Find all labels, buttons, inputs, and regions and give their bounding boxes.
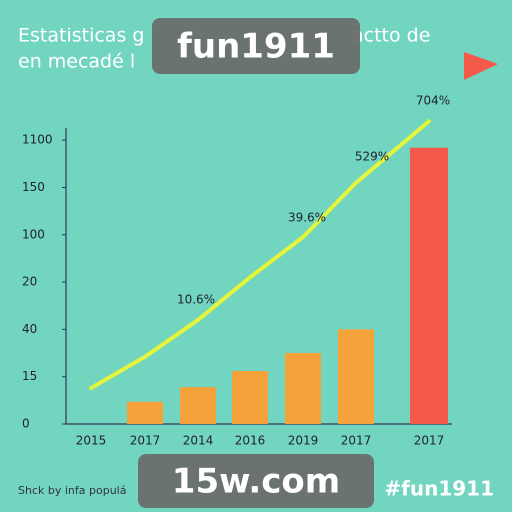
watermark: fun1911 — [177, 27, 335, 67]
y-tick-label: 1100 — [22, 133, 53, 147]
footnote: Shck by infa populá — [18, 484, 126, 497]
annotation: 704% — [416, 94, 450, 108]
chart-title: en mecadé l — [18, 51, 135, 73]
bar — [338, 329, 374, 424]
y-tick-label: 40 — [22, 322, 37, 336]
x-tick-label: 2019 — [288, 434, 319, 448]
chart-title: Estatisticas g — [18, 25, 144, 47]
y-tick-label: 100 — [22, 227, 45, 241]
x-tick-label: 2017 — [341, 434, 372, 448]
watermark: 15w.com — [172, 462, 340, 502]
bar — [180, 387, 216, 424]
bar — [410, 147, 448, 424]
chart-title: actto de — [352, 25, 430, 47]
watermark-box — [152, 18, 360, 74]
x-tick-label: 2014 — [183, 434, 214, 448]
watermark: #fun1911 — [384, 477, 494, 501]
y-tick-label: 15 — [22, 369, 37, 383]
watermark-box — [138, 454, 374, 508]
y-tick-label: 20 — [22, 275, 37, 289]
annotation: 39.6% — [288, 211, 326, 225]
y-tick-label: 150 — [22, 180, 45, 194]
line — [89, 119, 431, 391]
x-tick-label: 2017 — [130, 434, 161, 448]
play-icon — [464, 52, 498, 80]
annotation: 529% — [355, 150, 389, 164]
x-tick-label: 2017 — [414, 434, 445, 448]
bar — [285, 353, 321, 424]
bar — [232, 371, 268, 424]
x-tick-label: 2016 — [235, 434, 266, 448]
bar — [127, 401, 163, 424]
y-tick-label: 0 — [22, 417, 30, 431]
x-tick-label: 2015 — [76, 434, 107, 448]
annotation: 10.6% — [177, 293, 215, 307]
